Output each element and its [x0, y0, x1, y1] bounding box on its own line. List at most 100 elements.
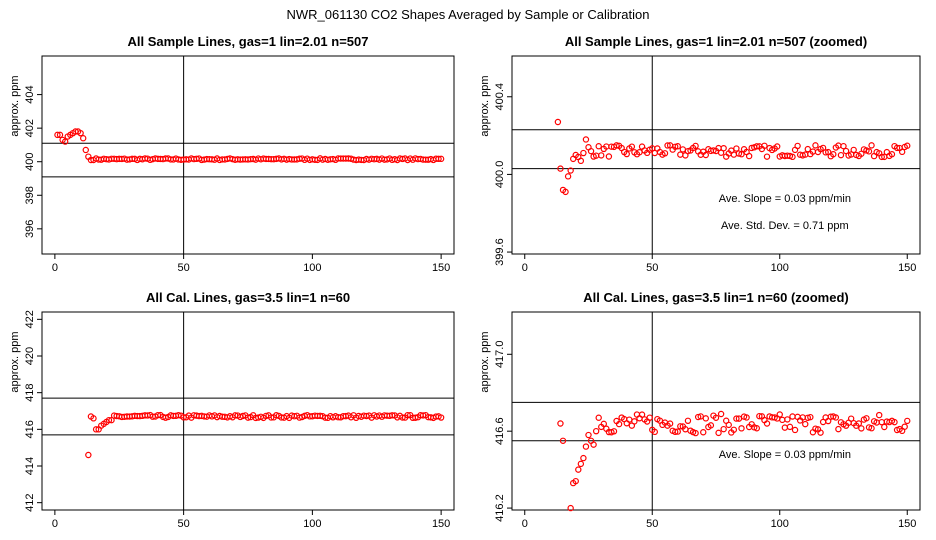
data-point	[399, 414, 406, 421]
y-tick-label: 396	[24, 220, 36, 238]
y-tick-label: 412	[24, 493, 36, 511]
data-point	[876, 411, 883, 419]
data-point	[763, 153, 771, 160]
data-point	[888, 151, 896, 158]
data-point	[562, 188, 569, 196]
y-axis-label: approx. ppm	[9, 331, 21, 392]
x-tick-label: 100	[771, 262, 789, 274]
data-point	[646, 414, 653, 421]
plot-frame	[41, 55, 455, 255]
data-point	[567, 504, 574, 512]
x-tick-label: 50	[178, 518, 190, 530]
data-point	[554, 118, 562, 126]
data-point	[855, 420, 863, 427]
data-point	[92, 426, 100, 433]
y-tick-label: 402	[24, 119, 36, 137]
annotation-text: Ave. Slope = 0.03 ppm/min	[719, 449, 851, 461]
data-point	[868, 425, 875, 432]
data-point	[628, 143, 636, 150]
x-tick-label: 100	[303, 262, 321, 274]
plot-frame	[511, 311, 921, 511]
data-point	[901, 423, 908, 430]
data-point	[666, 420, 674, 427]
panel-1: All Sample Lines, gas=1 lin=2.01 n=507 0 5…	[9, 34, 455, 274]
data-point	[244, 414, 252, 421]
data-point	[738, 425, 745, 432]
data-point	[108, 416, 115, 424]
data-point	[598, 152, 605, 159]
data-point	[753, 143, 761, 150]
data-point	[79, 135, 87, 142]
y-tick-label: 400.4	[494, 83, 506, 111]
x-tick-label: 50	[646, 262, 658, 274]
data-point	[651, 428, 659, 436]
panel-3: All Cal. Lines, gas=3.5 lin=1 n=60 0 50 100…	[9, 290, 455, 530]
data-point	[610, 428, 618, 435]
data-point	[865, 148, 873, 155]
panel-4: All Cal. Lines, gas=3.5 lin=1 n=60 (zoom…	[479, 290, 921, 530]
data-point	[840, 142, 847, 150]
data-point	[582, 443, 590, 450]
data-point	[557, 420, 564, 427]
data-point	[904, 417, 911, 425]
data-point	[786, 423, 794, 431]
data-point	[56, 131, 64, 139]
x-tick-label: 150	[432, 518, 450, 530]
data-point	[674, 143, 681, 150]
data-point	[812, 142, 819, 149]
y-tick-label: 398	[24, 186, 36, 204]
data-point	[720, 425, 727, 433]
data-point	[623, 150, 630, 158]
data-point	[638, 411, 646, 418]
data-point	[804, 145, 812, 153]
data-point	[774, 143, 781, 150]
data-point	[437, 414, 445, 421]
data-point	[587, 147, 595, 155]
x-tick-label: 0	[522, 262, 528, 274]
x-tick-label: 50	[178, 262, 190, 274]
y-axis-label: approx. ppm	[9, 75, 21, 136]
data-point	[707, 422, 715, 429]
x-tick-label: 0	[52, 518, 58, 530]
data-point	[858, 425, 865, 432]
data-point	[613, 142, 620, 149]
x-tick-label: 150	[898, 262, 916, 274]
data-point	[702, 151, 710, 159]
data-point	[672, 143, 679, 150]
y-tick-label: 422	[24, 310, 36, 328]
data-point	[700, 429, 707, 436]
data-point	[82, 146, 89, 154]
data-point	[692, 429, 699, 437]
data-point	[763, 420, 771, 427]
x-tick-label: 150	[432, 262, 450, 274]
data-point	[572, 477, 579, 485]
data-point	[575, 466, 582, 473]
y-axis-label: approx. ppm	[479, 331, 491, 392]
data-point	[733, 415, 740, 422]
data-point	[674, 428, 681, 435]
data-point	[850, 146, 857, 154]
data-point	[794, 142, 801, 150]
data-point	[715, 429, 722, 437]
data-point	[389, 412, 396, 419]
data-point	[595, 414, 602, 421]
y-tick-label: 417.0	[494, 341, 506, 369]
data-point	[412, 414, 419, 421]
data-point	[85, 451, 92, 459]
data-point	[745, 152, 753, 160]
data-point	[605, 153, 613, 160]
data-point	[600, 420, 608, 428]
data-point	[835, 425, 842, 433]
data-point	[743, 414, 750, 421]
data-point	[404, 411, 411, 419]
data-point	[891, 418, 898, 426]
data-point	[837, 151, 845, 159]
data-point	[738, 150, 745, 158]
data-point	[580, 454, 587, 462]
x-tick-label: 100	[771, 518, 789, 530]
data-point	[789, 153, 796, 161]
x-tick-label: 0	[52, 262, 58, 274]
figure-title: NWR_061130 CO2 Shapes Averaged by Sample…	[286, 7, 649, 22]
data-point	[564, 173, 572, 180]
